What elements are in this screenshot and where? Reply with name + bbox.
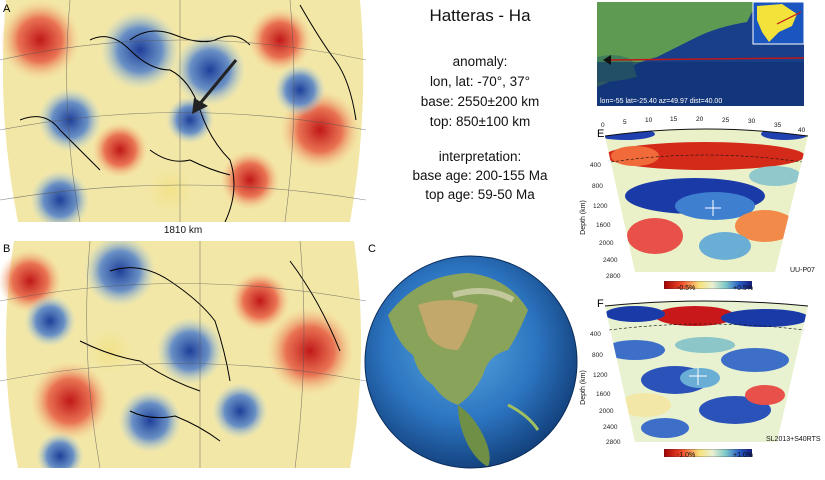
f-scale-max: +1.0% bbox=[733, 452, 754, 459]
e-depth-2400: 2400 bbox=[603, 257, 618, 264]
panel-label-f: F bbox=[597, 298, 604, 310]
anomaly-base: base: 2550±200 km bbox=[420, 94, 540, 109]
tomography-map-a bbox=[0, 0, 366, 222]
f-scale-min: -1.0% bbox=[677, 452, 696, 459]
top-tick-20: 20 bbox=[696, 116, 704, 123]
f-depth-1600: 1600 bbox=[596, 391, 611, 398]
location-map-d: lon=-55 lat=-25.40 az=49.97 dist=40.00 bbox=[597, 2, 804, 106]
f-depth-axis-label: Depth (km) bbox=[579, 370, 587, 405]
top-tick-35: 35 bbox=[774, 122, 782, 129]
cross-section-e bbox=[604, 126, 809, 272]
top-tick-40: 40 bbox=[798, 127, 806, 134]
e-depth-400: 400 bbox=[590, 162, 601, 169]
panel-label-b: B bbox=[3, 243, 11, 255]
e-depth-1200: 1200 bbox=[593, 203, 608, 210]
f-model-name: SL2013+S40RTS bbox=[766, 436, 821, 443]
cross-section-f bbox=[604, 300, 809, 442]
f-depth-800: 800 bbox=[592, 352, 603, 359]
anomaly-heading: anomaly: bbox=[452, 54, 508, 69]
e-colorbar bbox=[663, 276, 753, 290]
tomography-map-b bbox=[0, 241, 366, 468]
top-tick-5: 5 bbox=[623, 119, 627, 126]
e-depth-axis-label: Depth (km) bbox=[579, 200, 587, 235]
map-a-depth-label: 1810 km bbox=[163, 225, 203, 236]
interpretation-heading: interpretation: bbox=[438, 149, 522, 164]
e-scale-min: -0.5% bbox=[677, 285, 696, 292]
panel-label-e: E bbox=[597, 128, 605, 140]
anomaly-lonlat: lon, lat: -70°, 37° bbox=[429, 74, 531, 89]
e-depth-2800: 2800 bbox=[606, 273, 621, 280]
top-tick-0: 0 bbox=[601, 122, 605, 129]
anomaly-top: top: 850±100 km bbox=[429, 114, 531, 129]
section-readout: lon=-55 lat=-25.40 az=49.97 dist=40.00 bbox=[600, 98, 723, 105]
f-colorbar bbox=[663, 444, 753, 458]
e-model-name: UU-P07 bbox=[790, 267, 815, 274]
top-tick-30: 30 bbox=[748, 118, 756, 125]
f-depth-2400: 2400 bbox=[603, 424, 618, 431]
top-tick-10: 10 bbox=[645, 117, 653, 124]
f-depth-400: 400 bbox=[590, 331, 601, 338]
f-depth-2800: 2800 bbox=[606, 439, 621, 446]
f-depth-1200: 1200 bbox=[593, 372, 608, 379]
interpretation-top-age: top age: 59-50 Ma bbox=[425, 187, 535, 202]
e-scale-max: +0.5% bbox=[733, 285, 754, 292]
e-depth-2000: 2000 bbox=[599, 240, 614, 247]
top-tick-15: 15 bbox=[670, 116, 678, 123]
globe-image bbox=[358, 255, 584, 469]
page-title: Hatteras - Ha bbox=[429, 6, 531, 25]
panel-label-a: A bbox=[3, 3, 11, 15]
interpretation-base-age: base age: 200-155 Ma bbox=[412, 168, 548, 183]
panel-label-c: C bbox=[368, 243, 376, 255]
e-depth-1600: 1600 bbox=[596, 222, 611, 229]
e-depth-800: 800 bbox=[592, 183, 603, 190]
top-tick-25: 25 bbox=[722, 117, 730, 124]
f-depth-2000: 2000 bbox=[599, 408, 614, 415]
